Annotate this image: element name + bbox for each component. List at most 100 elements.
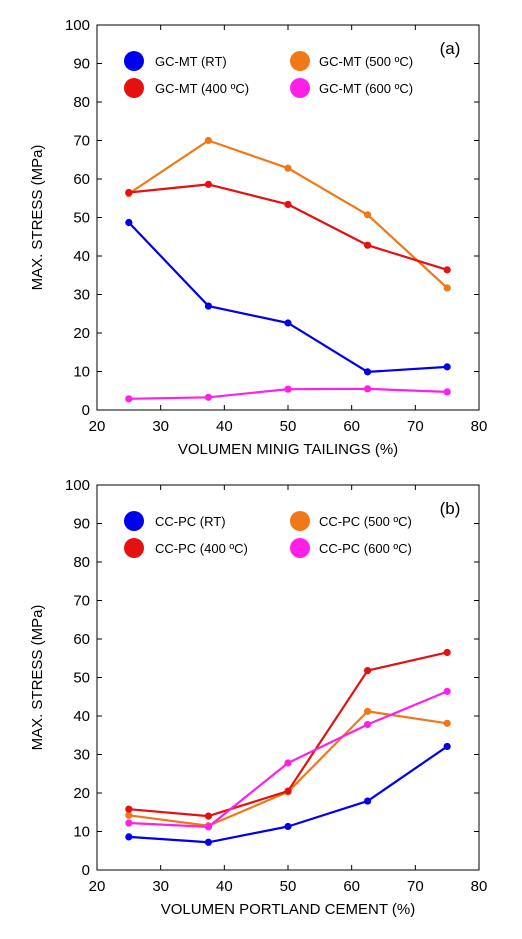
data-point (363, 385, 372, 393)
y-tick-label: 30 (73, 747, 90, 764)
x-tick-label: 80 (471, 418, 488, 435)
y-tick-label: 100 (65, 17, 90, 34)
data-point (125, 833, 133, 841)
x-tick-label: 20 (89, 878, 106, 895)
data-point (204, 812, 213, 820)
legend-item: CC-PC (600 ºC) (290, 538, 412, 558)
legend-item: GC-MT (600 ºC) (290, 78, 413, 98)
data-point (443, 742, 451, 751)
data-point (284, 200, 292, 209)
legend-item: CC-PC (400 ºC) (124, 538, 248, 558)
x-tick: 70 (407, 25, 424, 435)
legend-marker (124, 538, 144, 558)
data-point (204, 823, 213, 831)
y-tick-label: 50 (73, 210, 90, 227)
data-point (284, 164, 292, 172)
data-point (363, 211, 372, 219)
y-tick-label: 60 (73, 171, 90, 188)
legend-item: CC-PC (RT) (124, 511, 226, 531)
x-tick-label: 70 (407, 418, 424, 435)
y-tick-label: 80 (73, 554, 90, 571)
data-point (125, 811, 133, 819)
series-line (128, 183, 448, 271)
x-tick: 30 (152, 485, 169, 895)
series-0 (125, 218, 451, 376)
y-tick: 100 (65, 477, 479, 494)
data-point (443, 284, 451, 292)
data-point (443, 266, 451, 274)
x-tick-label: 40 (216, 418, 233, 435)
y-tick: 90 (73, 516, 479, 533)
data-point (443, 719, 451, 727)
y-tick-label: 80 (73, 94, 90, 111)
x-tick: 40 (216, 25, 233, 435)
x-tick-label: 80 (471, 878, 488, 895)
x-tick-label: 30 (152, 418, 169, 435)
y-tick-label: 40 (73, 248, 90, 265)
data-point (125, 395, 133, 403)
y-tick-label: 90 (73, 516, 90, 533)
data-point (204, 136, 213, 145)
data-point (284, 759, 292, 767)
x-tick: 60 (343, 25, 360, 435)
y-tick: 50 (73, 670, 479, 687)
x-tick: 50 (280, 485, 296, 895)
data-point (125, 805, 133, 813)
y-tick: 0 (82, 402, 479, 419)
y-tick: 90 (73, 56, 479, 73)
y-tick-label: 100 (65, 477, 90, 494)
y-tick: 20 (73, 785, 479, 802)
y-tick: 30 (73, 747, 479, 764)
y-tick-label: 20 (73, 325, 90, 342)
legend-label: CC-PC (400 ºC) (155, 541, 248, 556)
series-1 (125, 136, 451, 292)
y-tick-label: 40 (73, 708, 90, 725)
y-tick: 60 (73, 631, 479, 648)
legend-label: CC-PC (RT) (155, 514, 226, 529)
y-tick: 70 (73, 593, 479, 610)
x-tick-label: 40 (216, 878, 233, 895)
y-tick: 60 (73, 171, 479, 188)
y-tick-label: 10 (73, 364, 90, 381)
x-tick: 40 (216, 485, 233, 895)
y-tick: 50 (73, 210, 479, 227)
legend-marker (124, 78, 144, 98)
y-tick-label: 30 (73, 287, 90, 304)
y-tick: 20 (73, 325, 479, 342)
data-point (125, 188, 133, 197)
legend-item: CC-PC (500 ºC) (290, 511, 412, 531)
y-tick-label: 70 (73, 593, 90, 610)
data-point (443, 648, 451, 657)
y-tick: 70 (73, 133, 479, 150)
series-line (128, 710, 448, 827)
series-line (128, 690, 448, 828)
legend-marker (290, 51, 310, 71)
panel-label: (a) (440, 39, 461, 58)
data-point (363, 241, 372, 249)
x-tick-label: 60 (343, 878, 360, 895)
data-point (363, 368, 372, 376)
y-tick: 10 (73, 364, 479, 381)
legend-label: CC-PC (500 ºC) (319, 514, 412, 529)
legend-label: GC-MT (400 ºC) (155, 81, 249, 96)
y-tick: 100 (65, 17, 479, 34)
y-tick-label: 0 (82, 402, 90, 419)
y-tick: 80 (73, 554, 479, 571)
legend-marker (290, 511, 310, 531)
x-tick-label: 70 (407, 878, 424, 895)
data-point (443, 363, 451, 371)
data-point (204, 302, 213, 310)
y-tick: 30 (73, 287, 479, 304)
data-point (125, 819, 133, 827)
legend-item: GC-MT (500 ºC) (290, 51, 413, 71)
legend-label: GC-MT (500 ºC) (319, 54, 413, 69)
y-tick-label: 50 (73, 670, 90, 687)
y-tick: 40 (73, 708, 479, 725)
y-tick-label: 90 (73, 56, 90, 73)
y-tick: 40 (73, 248, 479, 265)
data-point (204, 393, 213, 401)
x-tick: 70 (407, 485, 424, 895)
data-point (204, 838, 213, 846)
data-point (284, 385, 292, 393)
x-tick-label: 50 (280, 418, 297, 435)
